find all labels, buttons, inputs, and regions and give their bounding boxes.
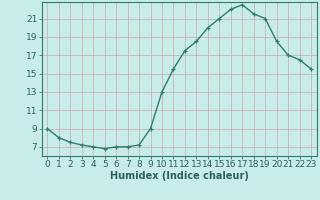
X-axis label: Humidex (Indice chaleur): Humidex (Indice chaleur) — [110, 171, 249, 181]
